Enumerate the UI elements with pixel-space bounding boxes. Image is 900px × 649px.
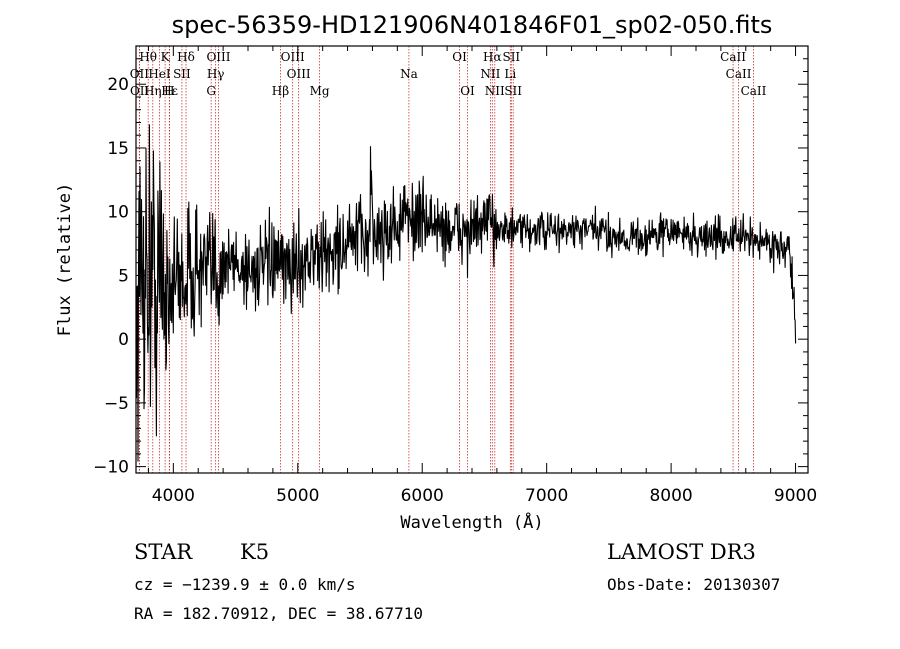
y-tick-label: −5 xyxy=(104,394,129,414)
line-label-caii: CaII xyxy=(741,84,767,98)
line-label-k: K xyxy=(161,50,171,64)
y-tick-label: 10 xyxy=(107,203,129,223)
line-label-caii: CaII xyxy=(726,67,752,81)
line-label-oiii: OIII xyxy=(281,50,305,64)
spectral-subclass: K5 xyxy=(240,540,270,564)
line-label-hα: Hα xyxy=(483,50,502,64)
x-tick-label: 4000 xyxy=(152,486,195,506)
x-tick-label: 7000 xyxy=(525,486,568,506)
line-label-oi: OI xyxy=(452,50,467,64)
line-label-sii: SII xyxy=(173,67,191,81)
line-label-h: H xyxy=(164,84,174,98)
line-label-hγ: Hγ xyxy=(207,67,225,81)
y-tick-label: 5 xyxy=(118,266,129,286)
line-label-hε: Hε xyxy=(161,84,178,98)
line-label-hei: HeI xyxy=(148,67,171,81)
line-label-hη: Hη xyxy=(144,84,162,98)
line-label-hθ: Hθ xyxy=(139,50,157,64)
line-label-nii: NII xyxy=(480,67,500,81)
y-tick-label: 0 xyxy=(118,330,129,350)
line-label-na: Na xyxy=(400,67,418,81)
line-label-oiii: OIII xyxy=(206,50,230,64)
line-label-caii: CaII xyxy=(720,50,746,64)
y-axis: −10 −5 0 5 10 15 20 xyxy=(93,58,808,478)
x-tick-label: 9000 xyxy=(774,486,817,506)
line-label-oii: OII xyxy=(130,84,150,98)
redshift-velocity: cz = −1239.9 ± 0.0 km/s xyxy=(134,575,356,594)
line-label-g: G xyxy=(206,84,216,98)
y-tick-label: 15 xyxy=(107,139,129,159)
sky-coordinates: RA = 182.70912, DEC = 38.67710 xyxy=(134,604,423,623)
line-label-hδ: Hδ xyxy=(177,50,195,64)
line-label-sii: SII xyxy=(502,50,520,64)
object-class: STAR xyxy=(134,540,193,564)
line-label-oii: OII xyxy=(130,67,150,81)
line-label-nii: NII xyxy=(485,84,505,98)
line-label-oi: OI xyxy=(460,84,475,98)
line-label-sii: SII xyxy=(504,84,522,98)
y-tick-label: 20 xyxy=(107,75,129,95)
x-tick-label: 8000 xyxy=(649,486,692,506)
y-tick-label: −10 xyxy=(93,458,129,478)
line-label-hβ: Hβ xyxy=(272,84,289,98)
survey-name: LAMOST DR3 xyxy=(607,540,756,564)
observation-date: Obs-Date: 20130307 xyxy=(607,575,781,594)
flux-series-line xyxy=(135,124,797,462)
x-axis: 4000 5000 6000 7000 8000 9000 xyxy=(147,46,817,506)
chart-title: spec-56359-HD121906N401846F01_sp02-050.f… xyxy=(172,11,773,39)
x-axis-label: Wavelength (Å) xyxy=(400,511,543,533)
x-tick-label: 5000 xyxy=(276,486,319,506)
x-tick-label: 6000 xyxy=(401,486,444,506)
line-label-mg: Mg xyxy=(310,84,330,98)
line-label-li: Li xyxy=(504,67,516,81)
y-axis-label: Flux (relative) xyxy=(55,183,75,337)
line-label-oiii: OIII xyxy=(287,67,311,81)
